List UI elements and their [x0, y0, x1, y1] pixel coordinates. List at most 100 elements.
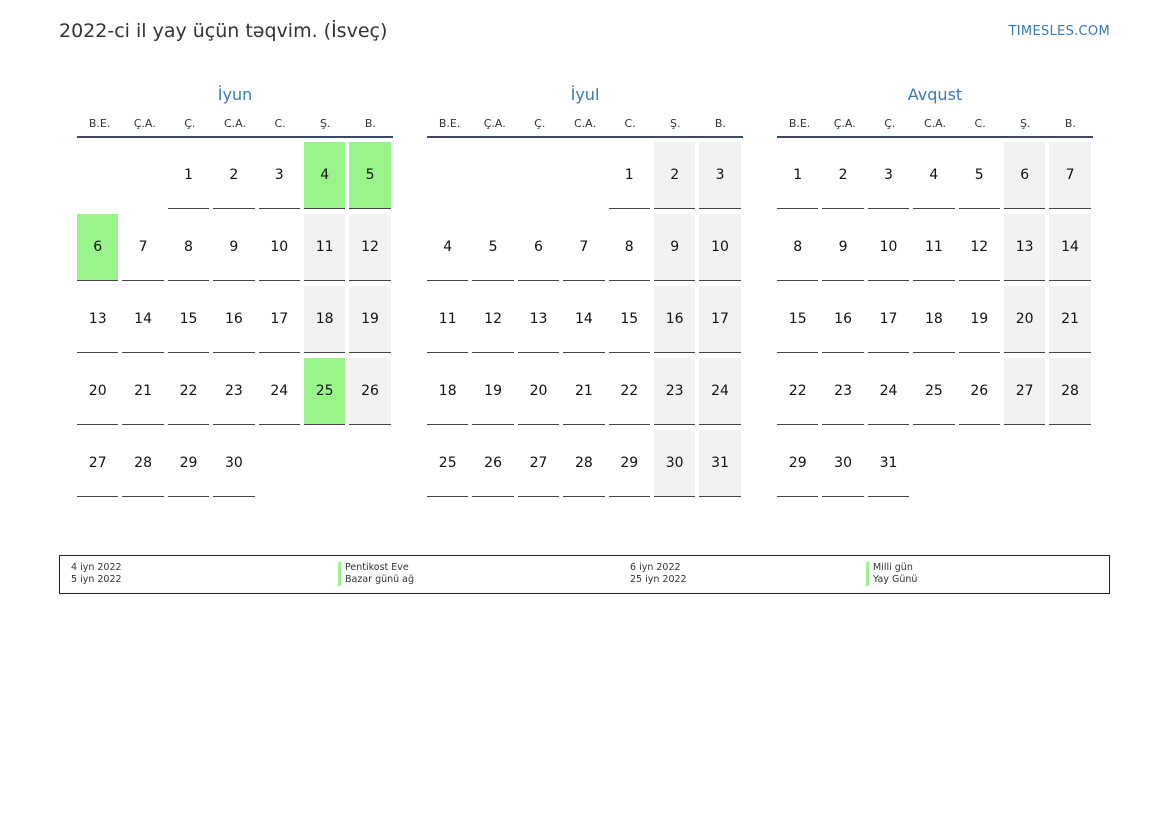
- day-cell[interactable]: 2: [822, 142, 864, 209]
- day-cell[interactable]: 13: [1003, 214, 1046, 281]
- day-cell[interactable]: 19: [349, 286, 391, 353]
- day-cell[interactable]: 21: [1049, 286, 1091, 353]
- weekday-label: C.A.: [923, 117, 946, 130]
- holiday-legend: 4 iyn 2022 5 iyn 2022 Pentikost Eve Baza…: [59, 555, 1110, 594]
- day-cell[interactable]: 8: [777, 214, 819, 281]
- day-cell[interactable]: 17: [867, 286, 910, 353]
- day-cell[interactable]: 20: [1003, 286, 1046, 353]
- day-cell[interactable]: 25: [427, 430, 469, 497]
- day-cell[interactable]: 9: [822, 214, 864, 281]
- day-cell[interactable]: 16: [213, 286, 255, 353]
- day-cell[interactable]: 17: [699, 286, 741, 353]
- day-cell[interactable]: 28: [1049, 358, 1091, 425]
- day-cell[interactable]: 12: [472, 286, 514, 353]
- day-cell[interactable]: 8: [167, 214, 210, 281]
- day-cell[interactable]: 14: [563, 286, 605, 353]
- day-cell[interactable]: 22: [167, 358, 210, 425]
- legend-dates-right: 6 iyn 2022 25 iyn 2022: [630, 562, 687, 586]
- day-cell[interactable]: 2: [213, 142, 255, 209]
- day-cell[interactable]: 27: [517, 430, 560, 497]
- day-cell[interactable]: 17: [258, 286, 300, 353]
- day-cell[interactable]: 1: [777, 142, 819, 209]
- day-cell[interactable]: 15: [167, 286, 210, 353]
- weekday-label: C.: [274, 117, 286, 130]
- day-cell[interactable]: 31: [699, 430, 741, 497]
- day-cell[interactable]: 22: [777, 358, 819, 425]
- day-cell[interactable]: 10: [699, 214, 741, 281]
- day-cell[interactable]: 13: [77, 286, 119, 353]
- day-cell[interactable]: 8: [608, 214, 650, 281]
- day-cell[interactable]: 11: [303, 214, 346, 281]
- day-cell[interactable]: 3: [699, 142, 741, 209]
- day-cell[interactable]: 5: [958, 142, 1000, 209]
- day-cell[interactable]: 27: [77, 430, 119, 497]
- day-cell[interactable]: 4: [303, 142, 346, 209]
- day-cell[interactable]: 21: [563, 358, 605, 425]
- day-cell[interactable]: 5: [472, 214, 514, 281]
- days-grid: 1 2 3 4 5 6 7 8 9 10 11 12 13 14 15 16 17 18 19 20 21 22 23 24 2…: [427, 142, 743, 497]
- day-cell[interactable]: 23: [822, 358, 864, 425]
- day-cell[interactable]: 7: [122, 214, 164, 281]
- day-cell[interactable]: 13: [517, 286, 560, 353]
- day-cell[interactable]: 6: [77, 214, 119, 281]
- day-cell[interactable]: 15: [777, 286, 819, 353]
- day-cell[interactable]: 14: [1049, 214, 1091, 281]
- brand-link[interactable]: TIMESLES.COM: [1008, 24, 1110, 39]
- day-cell[interactable]: 25: [303, 358, 346, 425]
- day-cell[interactable]: 23: [213, 358, 255, 425]
- day-cell[interactable]: 18: [427, 358, 469, 425]
- day-cell[interactable]: 12: [958, 214, 1000, 281]
- day-cell[interactable]: 2: [653, 142, 696, 209]
- day-cell[interactable]: 6: [1003, 142, 1046, 209]
- day-cell[interactable]: 30: [653, 430, 696, 497]
- day-cell[interactable]: 19: [472, 358, 514, 425]
- day-cell[interactable]: 1: [608, 142, 650, 209]
- day-cell[interactable]: 7: [1049, 142, 1091, 209]
- day-cell[interactable]: 24: [699, 358, 741, 425]
- day-cell[interactable]: 15: [608, 286, 650, 353]
- day-cell[interactable]: 26: [472, 430, 514, 497]
- day-cell[interactable]: 16: [822, 286, 864, 353]
- day-cell[interactable]: 31: [867, 430, 910, 497]
- day-cell[interactable]: 6: [517, 214, 560, 281]
- day-cell[interactable]: 29: [167, 430, 210, 497]
- day-cell[interactable]: 27: [1003, 358, 1046, 425]
- day-cell[interactable]: 4: [427, 214, 469, 281]
- day-cell[interactable]: 18: [913, 286, 955, 353]
- day-cell[interactable]: 29: [608, 430, 650, 497]
- day-cell[interactable]: 30: [822, 430, 864, 497]
- day-cell[interactable]: 9: [213, 214, 255, 281]
- day-cell[interactable]: 7: [563, 214, 605, 281]
- legend-date: 6 iyn 2022: [630, 562, 681, 573]
- day-cell[interactable]: 4: [913, 142, 955, 209]
- day-cell[interactable]: 3: [258, 142, 300, 209]
- day-cell[interactable]: 26: [958, 358, 1000, 425]
- day-cell[interactable]: 24: [867, 358, 910, 425]
- day-cell[interactable]: 14: [122, 286, 164, 353]
- day-cell[interactable]: 11: [427, 286, 469, 353]
- day-cell[interactable]: 21: [122, 358, 164, 425]
- day-cell[interactable]: 25: [913, 358, 955, 425]
- day-cell[interactable]: 30: [213, 430, 255, 497]
- day-cell[interactable]: 24: [258, 358, 300, 425]
- day-cell[interactable]: 10: [258, 214, 300, 281]
- day-cell[interactable]: 18: [303, 286, 346, 353]
- day-cell[interactable]: 16: [653, 286, 696, 353]
- day-cell[interactable]: 28: [122, 430, 164, 497]
- day-cell[interactable]: 22: [608, 358, 650, 425]
- day-cell[interactable]: 29: [777, 430, 819, 497]
- day-cell[interactable]: 12: [349, 214, 391, 281]
- day-cell[interactable]: 28: [563, 430, 605, 497]
- day-cell[interactable]: 23: [653, 358, 696, 425]
- day-cell[interactable]: 11: [913, 214, 955, 281]
- day-cell[interactable]: 20: [517, 358, 560, 425]
- weekday-label: Ç.: [884, 117, 896, 130]
- day-cell[interactable]: 20: [77, 358, 119, 425]
- day-cell[interactable]: 9: [653, 214, 696, 281]
- day-cell[interactable]: 5: [349, 142, 391, 209]
- day-cell[interactable]: 1: [167, 142, 210, 209]
- day-cell[interactable]: 3: [867, 142, 910, 209]
- day-cell[interactable]: 26: [349, 358, 391, 425]
- day-cell[interactable]: 19: [958, 286, 1000, 353]
- day-cell[interactable]: 10: [867, 214, 910, 281]
